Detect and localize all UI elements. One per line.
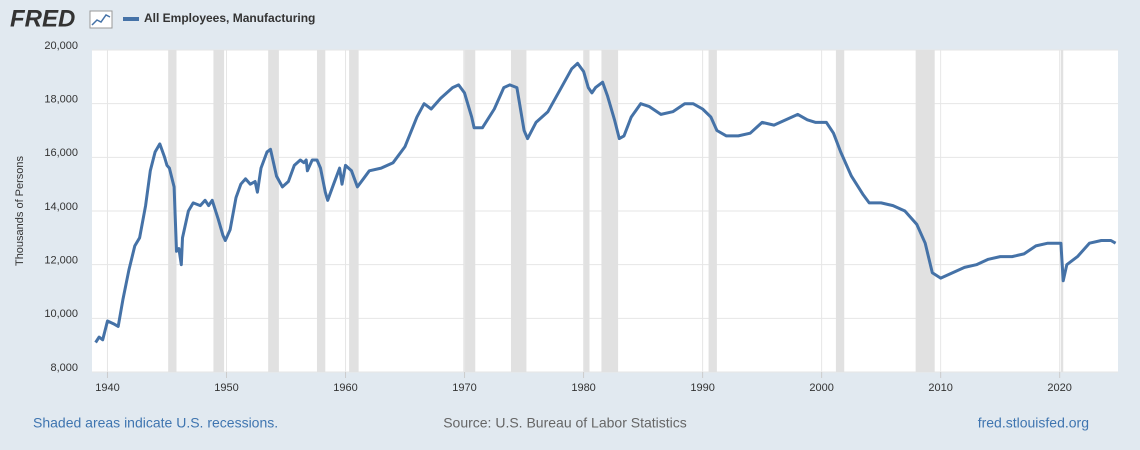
recession-band [1060,50,1064,372]
series-line [94,61,1117,344]
y-tick-label: 10,000 [44,308,78,320]
recession-band [601,50,619,372]
recession-band [463,50,476,372]
recession-band [213,50,225,372]
y-axis-title: Thousands of Persons [14,155,26,266]
recession-band [835,50,845,372]
y-tick-label: 12,000 [44,255,78,267]
logo: FRED [10,5,75,32]
logo-icon [89,10,113,29]
recession-band [708,50,717,372]
y-tick-label: 18,000 [44,94,78,106]
recession-band [583,50,590,372]
recession-band [349,50,359,372]
recession-band [168,50,177,372]
x-tick-label: 1960 [333,382,357,394]
legend-label: All Employees, Manufacturing [144,11,315,25]
x-tick-label: 1970 [452,382,476,394]
source: Source: U.S. Bureau of Labor Statistics [443,415,687,431]
logo-icon-line [91,14,111,26]
recession-note: Shaded areas indicate U.S. recessions. [33,415,278,431]
x-tick-label: 2000 [809,382,833,394]
site-link[interactable]: fred.stlouisfed.org [978,415,1089,431]
x-tick-label: 1990 [690,382,714,394]
recession-band [316,50,326,372]
x-tick-label: 2020 [1047,382,1071,394]
y-tick-label: 20,000 [44,40,78,52]
recession-band [510,50,527,372]
recession-band [915,50,935,372]
recession-band [268,50,279,372]
y-tick-label: 16,000 [44,147,78,159]
x-tick-label: 2010 [928,382,952,394]
y-tick-label: 14,000 [44,201,78,213]
x-tick-label: 1940 [95,382,119,394]
y-tick-label: 8,000 [50,362,78,374]
x-tick-label: 1980 [571,382,595,394]
x-tick-label: 1950 [214,382,238,394]
